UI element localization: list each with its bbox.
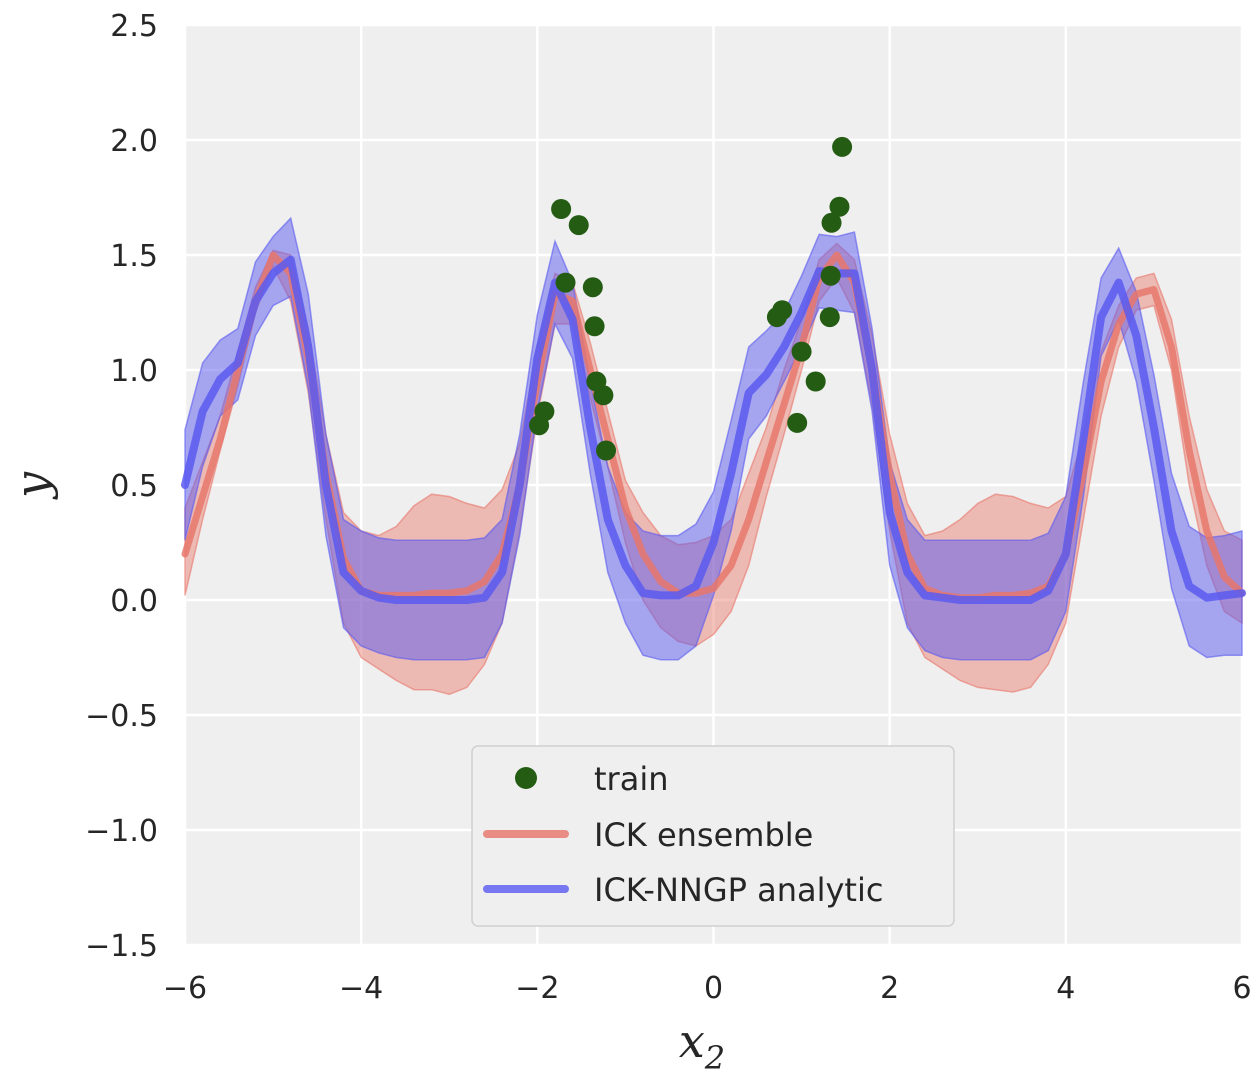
train-point [568,215,589,236]
x-tick-label: −4 [339,971,383,1006]
y-tick-labels: −1.5 −1.0 −0.5 0.0 0.5 1.0 1.5 2.0 2.5 [85,9,158,964]
train-point [582,277,603,298]
train-point [593,385,614,406]
y-tick-label: 2.5 [110,9,158,44]
x-tick-label: 4 [1056,971,1075,1006]
y-tick-label: 1.0 [110,354,158,389]
y-tick-label: 0.5 [110,469,158,504]
train-point [805,371,826,392]
train-point [772,300,793,321]
x-tick-label: 2 [880,971,899,1006]
x-tick-label: −2 [515,971,559,1006]
x-tick-labels: −6 −4 −2 0 2 4 6 [163,971,1252,1006]
ick-nngp-analytic-mean-line [181,255,1246,604]
legend-ick-ensemble-label: ICK ensemble [594,816,813,854]
y-tick-label: −0.5 [85,699,158,734]
legend-train-label: train [594,760,668,798]
train-point [596,440,617,461]
y-tick-label: 0.0 [110,584,158,619]
y-tick-label: 2.0 [110,124,158,159]
train-point [819,307,840,328]
train-point [534,401,555,422]
train-point [821,212,842,233]
train-point [787,412,808,433]
y-tick-label: 1.5 [110,239,158,274]
y-tick-label: −1.0 [85,814,158,849]
y-axis-label: y [5,471,59,500]
legend: train ICK ensemble ICK-NNGP analytic [471,745,955,927]
train-point [820,265,841,286]
legend-ick-nngp-label: ICK-NNGP analytic [594,871,883,909]
ick-nngp-analytic-band [184,216,1243,661]
legend-frame [471,745,955,927]
x-tick-label: −6 [163,971,207,1006]
train-points [529,136,853,461]
train-point [555,272,576,293]
train-point [584,316,605,337]
x-axis-label: x2 [679,1014,725,1074]
mean-lines [181,251,1246,604]
train-point [791,341,812,362]
train-point [551,199,572,219]
x-tick-label: 6 [1232,971,1251,1006]
train-point [832,136,853,157]
x-tick-label: 0 [704,971,723,1006]
train-point [829,196,850,217]
y-tick-label: −1.5 [85,929,158,964]
legend-train-marker [515,767,537,789]
